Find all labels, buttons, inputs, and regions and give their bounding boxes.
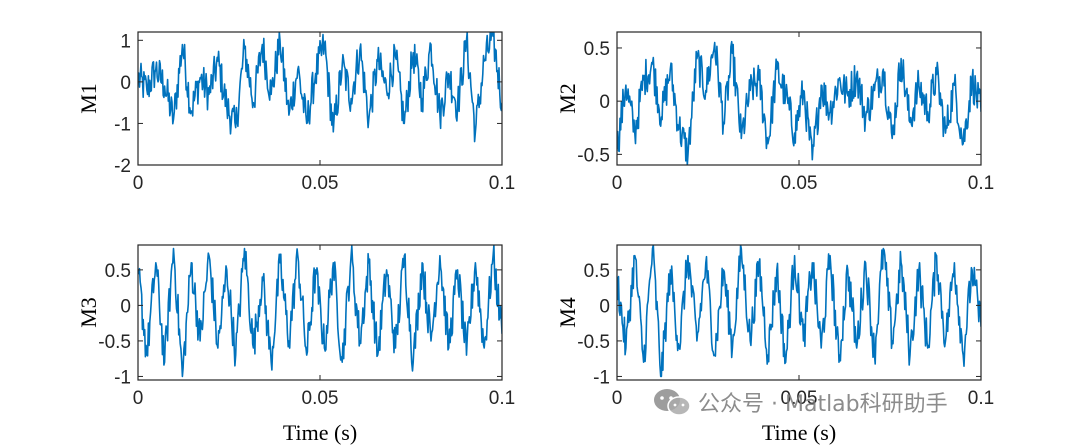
y-tick-label: -0.5 xyxy=(577,332,610,353)
y-tick-label: 0.5 xyxy=(584,261,610,282)
y-tick-label: 0 xyxy=(120,73,131,94)
y-tick-label: -2 xyxy=(114,156,131,177)
y-axis-label: M4 xyxy=(555,297,580,328)
x-tick-label: 0 xyxy=(133,173,144,194)
x-axis-label: Time (s) xyxy=(283,420,357,445)
y-axis-label: M1 xyxy=(76,83,101,114)
x-tick-label: 0.1 xyxy=(968,173,994,194)
subplot-4: 0 0.05 0.1 -1 -0.5 0 0.5M4 Time (s) xyxy=(555,244,994,445)
y-tick-label: -0.5 xyxy=(98,332,131,353)
y-tick-label: -0.5 xyxy=(577,145,610,166)
y-tick-label: 0 xyxy=(599,296,610,317)
series-line xyxy=(617,245,981,378)
subplot-3: 0 0.05 0.1 -1 -0.5 0 0.5M3 Time (s) xyxy=(76,244,515,445)
y-tick-label: 0.5 xyxy=(105,261,131,282)
x-tick-label: 0 xyxy=(612,388,623,409)
x-tick-label: 0.1 xyxy=(489,388,515,409)
x-tick-label: 0 xyxy=(612,173,623,194)
x-tick-label: 0.1 xyxy=(968,388,994,409)
x-tick-label: 0.1 xyxy=(489,173,515,194)
series-line xyxy=(138,32,502,143)
y-tick-label: 0 xyxy=(599,92,610,113)
x-tick-label: 0.05 xyxy=(302,388,339,409)
y-tick-label: 0.5 xyxy=(584,39,610,60)
y-axis-label: M2 xyxy=(555,83,580,114)
x-axis-label: Time (s) xyxy=(762,420,836,445)
series-line xyxy=(617,40,981,165)
y-tick-label: 0 xyxy=(120,296,131,317)
series-line xyxy=(138,245,502,378)
x-tick-label: 0.05 xyxy=(302,173,339,194)
subplot-1: 0 0.05 0.1 -2 -1 0 1 M1 xyxy=(76,31,515,194)
y-tick-label: 1 xyxy=(120,31,131,52)
y-tick-label: -1 xyxy=(114,367,131,388)
y-tick-label: -1 xyxy=(593,367,610,388)
y-tick-label: -1 xyxy=(114,114,131,135)
y-axis-label: M3 xyxy=(76,297,101,328)
subplot-2: 0 0.05 0.1-0.500.5M2 xyxy=(555,31,994,194)
x-tick-label: 0.05 xyxy=(781,173,818,194)
x-tick-label: 0 xyxy=(133,388,144,409)
x-tick-label: 0.05 xyxy=(781,388,818,409)
